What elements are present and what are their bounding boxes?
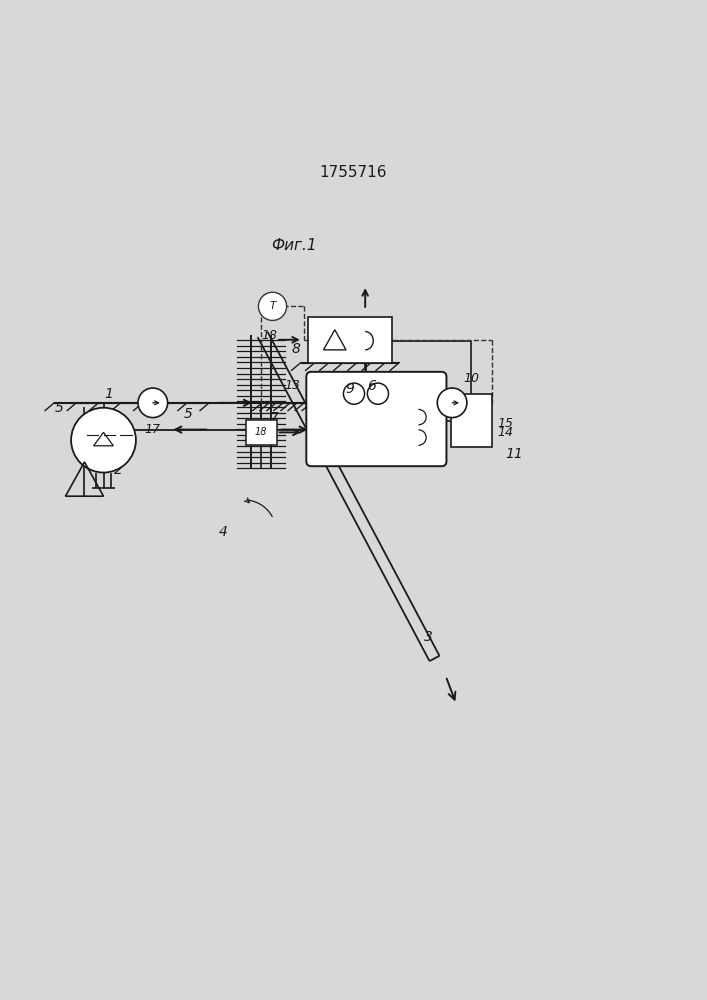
Bar bbox=[450, 394, 491, 447]
Text: 13: 13 bbox=[285, 379, 300, 392]
Text: Фиг.1: Фиг.1 bbox=[271, 238, 317, 253]
Circle shape bbox=[138, 388, 168, 418]
Text: 3: 3 bbox=[424, 630, 433, 644]
Text: 2: 2 bbox=[114, 463, 123, 477]
Text: 1: 1 bbox=[105, 387, 114, 401]
Circle shape bbox=[259, 292, 286, 320]
Text: 17: 17 bbox=[145, 423, 160, 436]
Circle shape bbox=[71, 408, 136, 473]
FancyBboxPatch shape bbox=[306, 372, 446, 466]
Text: 11: 11 bbox=[506, 447, 523, 461]
Bar bbox=[246, 420, 276, 445]
Text: 4: 4 bbox=[218, 525, 228, 539]
Text: 18: 18 bbox=[261, 329, 277, 342]
Text: 15: 15 bbox=[497, 417, 513, 430]
Circle shape bbox=[438, 388, 467, 418]
Text: 5: 5 bbox=[184, 407, 192, 421]
Text: 6: 6 bbox=[367, 379, 375, 393]
Text: 7: 7 bbox=[459, 408, 468, 422]
Text: 7: 7 bbox=[269, 411, 279, 425]
Text: 5: 5 bbox=[54, 401, 64, 415]
Text: 14: 14 bbox=[497, 426, 513, 439]
Text: T: T bbox=[269, 301, 276, 311]
Text: 8: 8 bbox=[292, 342, 300, 356]
Bar bbox=[308, 317, 392, 363]
Text: 18: 18 bbox=[255, 427, 267, 437]
Text: 10: 10 bbox=[463, 372, 479, 385]
Text: 1755716: 1755716 bbox=[320, 165, 387, 180]
Text: 9: 9 bbox=[346, 382, 354, 396]
